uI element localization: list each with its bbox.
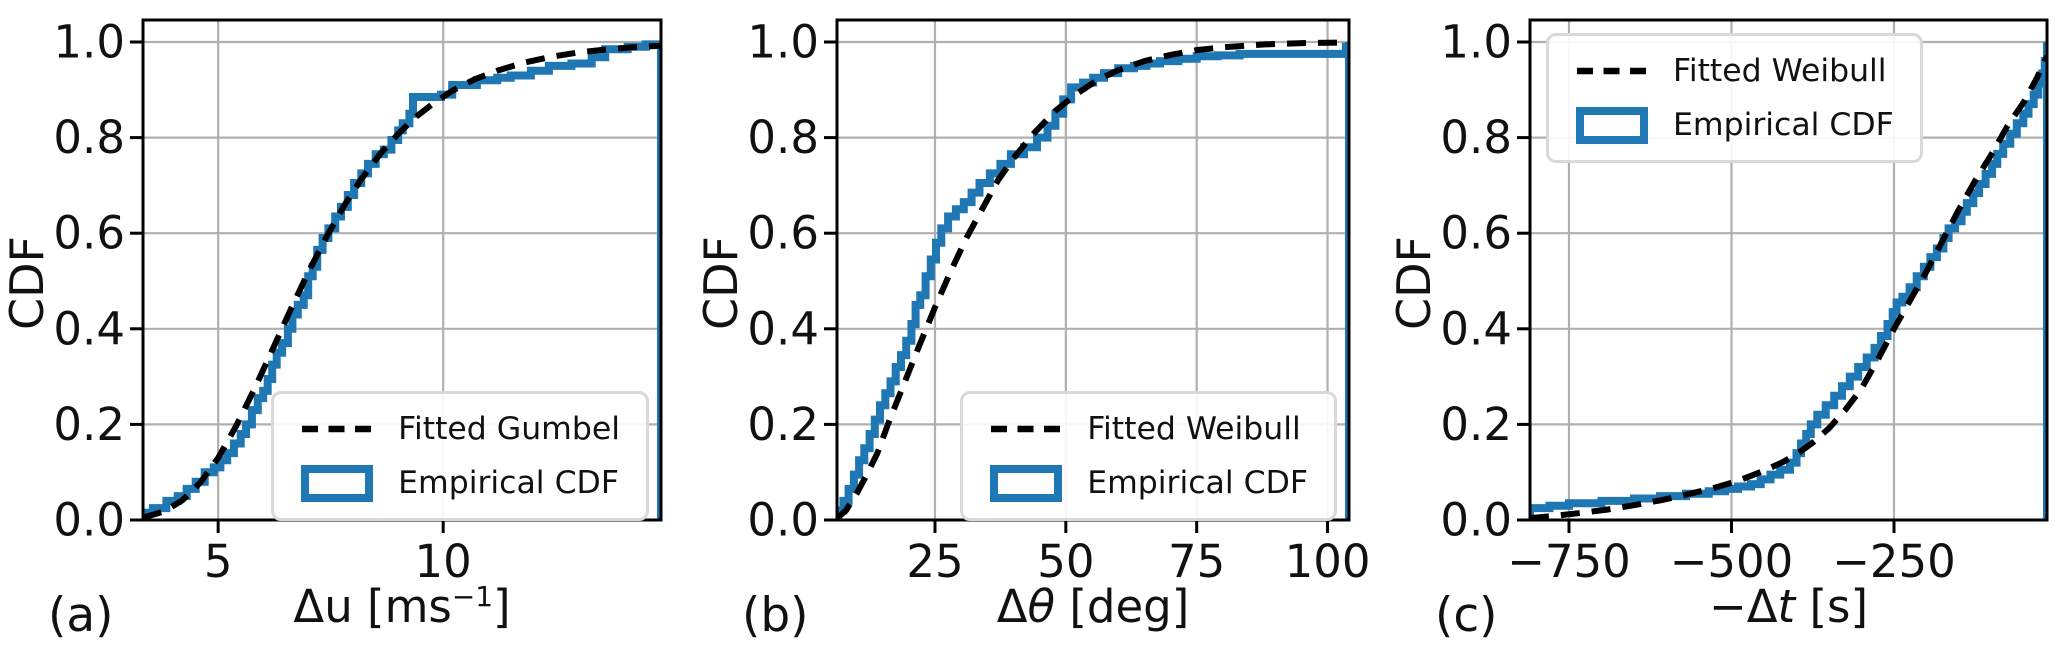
legend-entry: Fitted Gumbel: [300, 406, 620, 452]
y-tick-label: 0.6: [747, 207, 819, 260]
x-axis-label-segment: θ: [1027, 580, 1056, 633]
x-axis-label-b: Δθ [deg]: [997, 580, 1190, 633]
step-rect-marker-icon: [990, 464, 1063, 502]
legend-label: Empirical CDF: [1087, 465, 1308, 501]
y-tick-label: 0.0: [747, 494, 819, 547]
x-axis-label-segment: −1: [451, 580, 494, 613]
y-tick-label: 0.8: [747, 111, 819, 164]
y-tick-label: 0.6: [1440, 207, 1512, 260]
x-tick-label: 25: [906, 535, 963, 588]
legend-entry: Empirical CDF: [989, 460, 1308, 506]
fitted-curve-b: [837, 39, 1349, 520]
legend-marker: [989, 464, 1063, 502]
legend-label: Empirical CDF: [398, 465, 619, 501]
plot-area-c: −750 −500 −250 0.0 0.2 0.4 0.6 0.8 1.0: [1440, 16, 2049, 588]
x-axis-label-c: −Δt [s]: [1709, 580, 1868, 633]
x-axis-label-segment: Δu [ms: [293, 580, 452, 633]
y-tick-label: 1.0: [747, 16, 819, 69]
x-tick-label: 5: [204, 535, 233, 588]
x-tick-label: 50: [1037, 535, 1094, 588]
x-axis-label-segment: −Δ: [1708, 580, 1778, 633]
legend-label: Fitted Weibull: [1087, 411, 1301, 447]
x-axis-label-segment: Δ: [996, 580, 1028, 633]
legend-c: Fitted Weibull Empirical CDF: [1546, 33, 1923, 163]
x-tick-label: −500: [1670, 535, 1794, 588]
empirical-cdf-curve-b: [837, 42, 1349, 520]
legend-b: Fitted Weibull Empirical CDF: [960, 391, 1337, 521]
dashed-line-marker-icon: [1577, 67, 1647, 75]
x-tick-label: 10: [415, 535, 472, 588]
plot-area-a: 5 10 0.0 0.2 0.4 0.6 0.8 1.0: [53, 16, 663, 588]
y-axis-label-c: CDF: [1387, 236, 1441, 330]
step-rect-marker-icon: [1576, 106, 1648, 144]
legend-marker: [989, 424, 1063, 434]
legend-entry: Fitted Weibull: [1575, 48, 1894, 94]
dashed-line-marker-icon: [302, 425, 373, 433]
legend-entry: Empirical CDF: [300, 460, 620, 506]
y-tick-label: 0.0: [53, 494, 125, 547]
x-tick-label: 75: [1168, 535, 1225, 588]
step-rect-marker-icon: [301, 464, 374, 502]
panel-b: Δθ [deg] CDF (b) Fitted Weibull Empirical CD…: [689, 0, 1378, 648]
y-tick-label: 1.0: [1440, 16, 1512, 69]
panel-letter-a: (a): [48, 588, 114, 643]
legend-marker: [1575, 106, 1649, 144]
x-tick-label: 100: [1285, 535, 1371, 588]
x-axis-label-segment: [deg]: [1055, 580, 1190, 633]
fitted-curve-a: [143, 42, 661, 520]
y-tick-label: 1.0: [53, 16, 125, 69]
x-tick-label: −750: [1507, 535, 1631, 588]
legend-label: Empirical CDF: [1673, 107, 1894, 143]
y-tick-label: 0.4: [747, 302, 819, 355]
panel-letter-c: (c): [1435, 588, 1498, 643]
y-axis-label-a: CDF: [0, 236, 54, 330]
y-tick-label: 0.2: [53, 398, 125, 451]
y-tick-label: 0.2: [747, 398, 819, 451]
legend-marker: [300, 424, 374, 434]
legend-marker: [300, 464, 374, 502]
y-axis-label-b: CDF: [694, 236, 748, 330]
plot-area-b: 25 50 75 100 0.0 0.2 0.4 0.6 0.8 1.0: [747, 16, 1370, 589]
axes-spines: [1528, 18, 2049, 522]
y-tick-label: 0.4: [1440, 302, 1512, 355]
dashed-line-marker-icon: [991, 425, 1062, 433]
x-axis-label-a: Δu [ms−1]: [293, 580, 510, 633]
y-tick-label: 0.8: [1440, 111, 1512, 164]
legend-entry: Empirical CDF: [1575, 102, 1894, 148]
legend-label: Fitted Weibull: [1673, 53, 1887, 89]
legend-entry: Fitted Weibull: [989, 406, 1308, 452]
panel-letter-b: (b): [742, 588, 809, 643]
legend-a: Fitted Gumbel Empirical CDF: [271, 391, 649, 521]
y-tick-label: 0.4: [53, 302, 125, 355]
x-tick-label: −250: [1832, 535, 1956, 588]
y-tick-label: 0.0: [1440, 494, 1512, 547]
y-tick-label: 0.6: [53, 207, 125, 260]
empirical-cdf-curve-c: [1530, 42, 2047, 520]
panel-a: Δu [ms−1] CDF (a) Fitted Gumbel Empirical CD…: [0, 0, 689, 648]
y-tick-label: 0.2: [1440, 398, 1512, 451]
x-axis-label-segment: ]: [493, 580, 511, 633]
legend-label: Fitted Gumbel: [398, 411, 620, 447]
legend-marker: [1575, 66, 1649, 76]
y-tick-label: 0.8: [53, 111, 125, 164]
x-axis-label-segment: t: [1777, 580, 1796, 633]
panel-c: −Δt [s] CDF (c) Fitted Weibull Empirical CDF: [1378, 0, 2067, 648]
fitted-curve-c: [1530, 55, 2047, 520]
x-axis-label-segment: [s]: [1795, 580, 1869, 633]
